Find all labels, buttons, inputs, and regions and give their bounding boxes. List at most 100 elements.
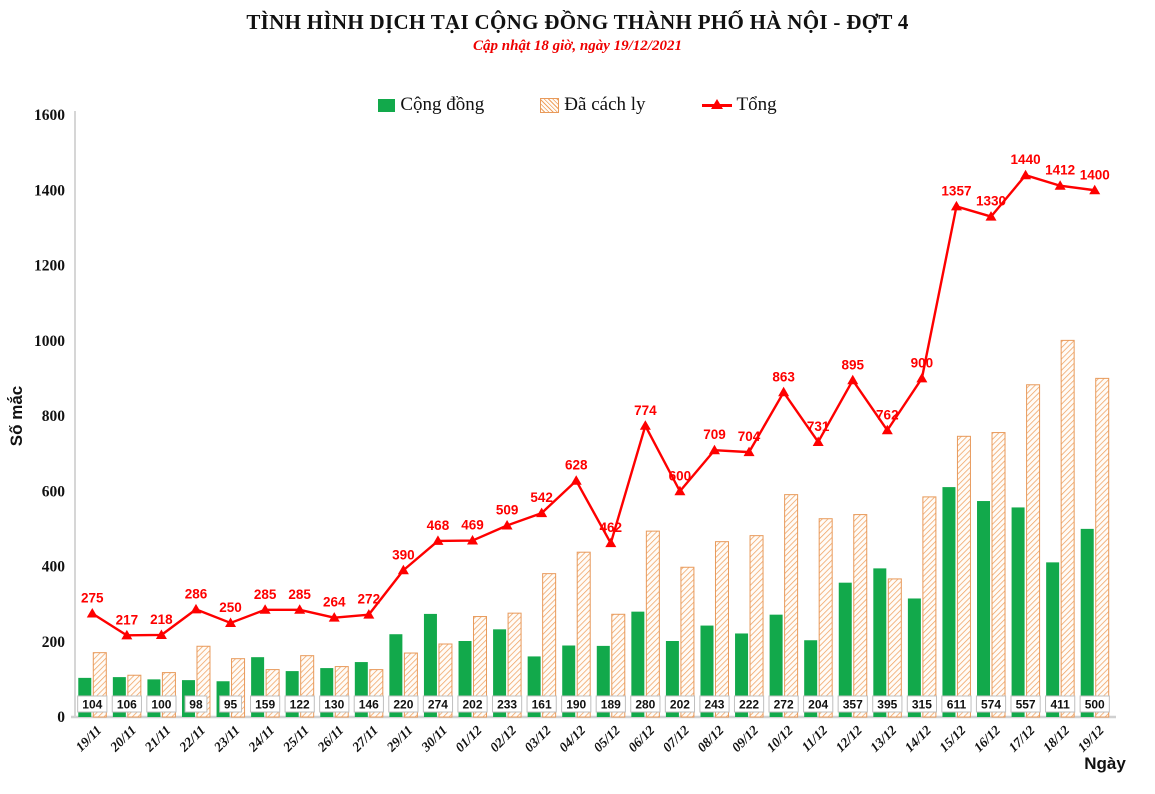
svg-text:19/12: 19/12 xyxy=(1074,722,1107,755)
svg-text:100: 100 xyxy=(151,698,171,712)
svg-text:731: 731 xyxy=(807,419,830,434)
svg-text:557: 557 xyxy=(1016,698,1036,712)
svg-text:800: 800 xyxy=(42,408,66,425)
triangle-marker xyxy=(778,386,790,397)
svg-text:250: 250 xyxy=(219,600,242,615)
svg-text:202: 202 xyxy=(670,698,690,712)
svg-text:07/12: 07/12 xyxy=(660,722,693,755)
svg-text:1000: 1000 xyxy=(34,333,65,350)
svg-text:27/11: 27/11 xyxy=(348,723,381,756)
svg-text:18/12: 18/12 xyxy=(1040,722,1073,755)
chart-legend: Cộng đồng Đã cách ly Tổng xyxy=(0,94,1155,116)
triangle-marker xyxy=(708,444,720,455)
legend-item-da-cach-ly: Đã cách ly xyxy=(540,94,646,116)
svg-text:19/11: 19/11 xyxy=(73,723,105,755)
triangle-marker xyxy=(570,475,582,485)
triangle-marker xyxy=(501,519,513,530)
svg-text:20/11: 20/11 xyxy=(106,723,139,756)
triangle-marker xyxy=(847,374,859,385)
svg-text:217: 217 xyxy=(116,612,139,627)
svg-text:315: 315 xyxy=(912,698,932,712)
green-bar-swatch-icon xyxy=(378,98,396,112)
svg-text:05/12: 05/12 xyxy=(591,722,624,755)
svg-text:15/12: 15/12 xyxy=(936,722,969,755)
svg-text:202: 202 xyxy=(463,698,483,712)
svg-text:863: 863 xyxy=(772,369,795,384)
legend-label: Cộng đồng xyxy=(400,94,485,115)
svg-text:243: 243 xyxy=(704,698,724,712)
svg-text:285: 285 xyxy=(254,587,277,602)
svg-text:26/11: 26/11 xyxy=(314,723,347,756)
total-line xyxy=(86,169,1101,640)
svg-text:30/11: 30/11 xyxy=(418,723,451,756)
svg-text:600: 600 xyxy=(669,468,692,483)
chart-subtitle: Cập nhật 18 giờ, ngày 19/12/2021 xyxy=(473,38,682,54)
svg-text:09/12: 09/12 xyxy=(729,722,762,755)
svg-text:17/12: 17/12 xyxy=(1005,722,1038,755)
legend-item-tong: Tổng xyxy=(701,94,777,116)
svg-text:146: 146 xyxy=(359,698,379,712)
svg-text:469: 469 xyxy=(461,518,484,533)
svg-text:280: 280 xyxy=(635,698,655,712)
svg-text:400: 400 xyxy=(42,559,66,576)
svg-text:1330: 1330 xyxy=(976,194,1006,209)
axis-titles: Số mắc Ngày xyxy=(7,386,1126,773)
svg-text:10/12: 10/12 xyxy=(763,722,796,755)
svg-text:21/11: 21/11 xyxy=(141,723,174,756)
axes xyxy=(71,111,1116,719)
y-axis-tick-labels: 0 200 400 600 800 1000 1200 1400 1600 xyxy=(34,107,65,726)
svg-text:106: 106 xyxy=(117,698,137,712)
triangle-marker xyxy=(259,604,271,614)
x-axis-tick-labels: 19/11 20/11 21/11 22/11 23/11 24/11 25/11 26/11… xyxy=(73,722,1107,755)
svg-text:395: 395 xyxy=(877,698,897,712)
svg-text:130: 130 xyxy=(324,698,344,712)
svg-text:Ngày: Ngày xyxy=(1084,754,1126,773)
svg-text:272: 272 xyxy=(358,592,381,607)
svg-text:628: 628 xyxy=(565,458,588,473)
triangle-marker xyxy=(155,629,167,639)
red-line-marker-swatch-icon xyxy=(701,99,732,111)
svg-text:218: 218 xyxy=(150,612,173,627)
hatched-bar-swatch-icon xyxy=(540,97,560,113)
svg-text:98: 98 xyxy=(189,698,203,712)
svg-text:1412: 1412 xyxy=(1045,163,1075,178)
svg-text:272: 272 xyxy=(774,698,794,712)
svg-text:275: 275 xyxy=(81,591,104,606)
triangle-marker xyxy=(225,617,237,627)
svg-text:1440: 1440 xyxy=(1011,152,1041,167)
triangle-marker xyxy=(328,612,340,622)
triangle-marker xyxy=(985,211,997,221)
svg-text:704: 704 xyxy=(738,429,761,444)
svg-text:11/12: 11/12 xyxy=(798,722,830,754)
svg-text:611: 611 xyxy=(947,698,967,712)
svg-text:189: 189 xyxy=(601,698,621,712)
svg-text:29/11: 29/11 xyxy=(383,723,416,756)
svg-text:542: 542 xyxy=(530,490,553,505)
chart-title: TÌNH HÌNH DỊCH TẠI CỘNG ĐỒNG THÀNH PHỐ H… xyxy=(246,10,909,34)
triangle-marker xyxy=(363,609,375,619)
svg-text:190: 190 xyxy=(566,698,586,712)
svg-text:462: 462 xyxy=(600,520,623,535)
triangle-marker xyxy=(1054,180,1066,190)
bar-value-labels: 104 106 100 98 95 159 122 130 146 220 274 202 233 161… xyxy=(77,695,1110,713)
svg-text:16/12: 16/12 xyxy=(971,722,1004,755)
svg-text:286: 286 xyxy=(185,586,208,601)
svg-text:23/11: 23/11 xyxy=(210,723,243,756)
svg-text:233: 233 xyxy=(497,698,517,712)
triangle-marker xyxy=(1089,184,1101,195)
svg-text:1200: 1200 xyxy=(34,258,65,275)
triangle-marker xyxy=(467,535,479,545)
triangle-marker xyxy=(86,608,98,618)
svg-text:122: 122 xyxy=(290,698,310,712)
legend-item-cong-dong: Cộng đồng xyxy=(378,94,484,116)
svg-text:104: 104 xyxy=(82,698,102,712)
triangle-marker xyxy=(294,604,306,614)
triangle-marker xyxy=(536,507,548,518)
triangle-marker xyxy=(432,535,444,545)
svg-text:0: 0 xyxy=(57,709,65,726)
triangle-marker xyxy=(190,603,202,614)
svg-text:285: 285 xyxy=(288,587,311,602)
svg-text:220: 220 xyxy=(393,698,413,712)
triangle-marker xyxy=(916,372,928,383)
